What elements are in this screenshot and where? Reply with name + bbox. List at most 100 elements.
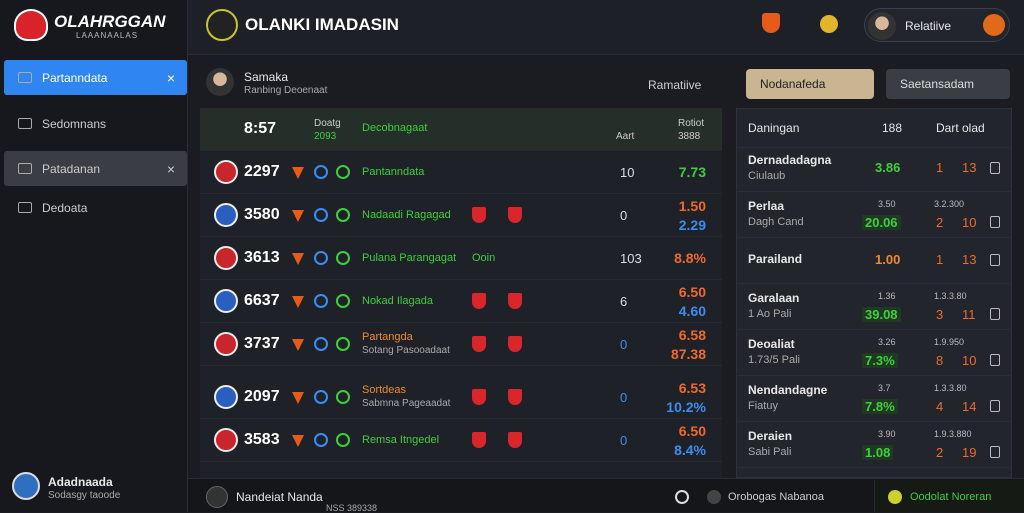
panel-row[interactable]: Deoaliat 1.73/5 Pali 3.26 1.9.950 7.3% 8 10 xyxy=(736,332,1012,376)
shield-icon xyxy=(472,293,486,309)
user-name: Adadnaada xyxy=(48,475,113,489)
odds: 6.50 xyxy=(678,423,706,439)
table-row[interactable]: 3583 Remsa Itngedel 0 6.50 8.4% xyxy=(200,419,722,462)
panel-a: 2 xyxy=(936,445,944,460)
panel-a: 4 xyxy=(936,399,944,414)
footer-avatar xyxy=(206,486,228,508)
panel-row[interactable]: Parailand 1.00 1 13 xyxy=(736,240,1012,284)
flag-icon xyxy=(292,253,304,265)
nav-icon xyxy=(18,72,32,83)
panel-row[interactable]: Garalaan 1 Ao Pali 1.36 1.3.3.80 39.08 3 11 xyxy=(736,286,1012,330)
team-sub: Sotang Pasooadaat xyxy=(362,345,450,356)
team-logo xyxy=(214,332,238,356)
profile-icon xyxy=(983,14,1005,36)
nav-label: Dedoata xyxy=(42,200,88,215)
table-row[interactable]: 6637 Nokad Ilagada 6 6.50 4.60 xyxy=(200,280,722,323)
profile-avatar xyxy=(868,12,896,40)
table-row[interactable]: 3580 Nadaadi Ragagad 0 1.50 2.29 xyxy=(200,194,722,237)
panel-row[interactable]: Nendandagne Fiatuy 3.7 1.3.3.80 7.8% 4 14 xyxy=(736,378,1012,422)
row-number: 0 xyxy=(620,208,628,223)
sub-label: Ramatiive xyxy=(648,78,702,92)
panel-bg xyxy=(736,108,1012,478)
table-row[interactable]: 3613 Pulana Parangagat Ooin 103 8.8% xyxy=(200,237,722,280)
table-row[interactable]: 2097 Sortdeas Sabmna Pageaadat 0 6.53 10.2% xyxy=(200,376,722,419)
odds: 6.50 xyxy=(678,284,706,300)
nav-item[interactable]: Sedomnans xyxy=(4,106,187,141)
dropdown[interactable]: Nodanafeda xyxy=(746,69,874,99)
dropdown-label: Saetansadam xyxy=(900,77,975,91)
team-name: Sortdeas xyxy=(362,384,407,396)
panel-main: 1.08 xyxy=(862,445,894,460)
footer-code: NSS 389338 xyxy=(326,503,378,513)
status-icon xyxy=(336,390,350,404)
nav-item[interactable]: Partanndata × xyxy=(4,60,187,95)
top-bar: OLANKI IMADASIN Relatiive xyxy=(188,0,1024,55)
close-icon[interactable]: × xyxy=(166,160,175,177)
header-odds-sub: 3888 xyxy=(678,131,701,142)
row-number: 10 xyxy=(620,165,635,180)
lock-icon[interactable] xyxy=(990,162,1000,174)
profile[interactable]: Relatiive xyxy=(864,8,1010,42)
score: 3580 xyxy=(244,206,280,223)
panel-num: 188 xyxy=(882,121,903,135)
profile-label: Relatiive xyxy=(905,19,952,33)
flag-icon xyxy=(292,296,304,308)
panel-small: 3.7 xyxy=(878,383,891,393)
team-logo xyxy=(214,246,238,270)
nav-item[interactable]: Patadanan × xyxy=(4,151,187,186)
panel-row[interactable]: Dernadadagna Ciulaub 3.86 1 13 xyxy=(736,148,1012,192)
sub-avatar xyxy=(206,68,234,96)
flag-icon xyxy=(292,210,304,222)
status-icon xyxy=(314,433,328,447)
close-icon[interactable]: × xyxy=(166,69,175,86)
lock-icon[interactable] xyxy=(990,446,1000,458)
logo: OLAHRGGAN xyxy=(54,12,166,31)
footer-mid: Orobogas Nabanoa xyxy=(728,491,825,503)
shield-icon xyxy=(472,389,486,405)
lock-icon[interactable] xyxy=(990,254,1000,266)
team-logo xyxy=(214,203,238,227)
team-name: Pantanndata xyxy=(362,166,425,178)
header-col: Doatg xyxy=(314,118,341,129)
shield-icon xyxy=(472,432,486,448)
nav-icon xyxy=(18,202,32,213)
nav-icon xyxy=(18,118,32,129)
footer-dot xyxy=(888,490,902,504)
score: 2097 xyxy=(244,388,280,405)
panel-b: 19 xyxy=(962,445,977,460)
panel-main: 7.8% xyxy=(862,399,898,414)
table-row[interactable]: 3737 Partangda Sotang Pasooadaat 0 6.58 87.38 xyxy=(200,323,722,366)
status-icon xyxy=(336,251,350,265)
panel-name: Nendandagne xyxy=(748,383,828,397)
lock-icon[interactable] xyxy=(990,354,1000,366)
status-icon xyxy=(314,294,328,308)
nav-label: Sedomnans xyxy=(42,116,107,131)
flag-icon xyxy=(292,435,304,447)
panel-small: 1.9.3.880 xyxy=(934,429,972,439)
status-icon xyxy=(314,390,328,404)
dropdown[interactable]: Saetansadam xyxy=(886,69,1010,99)
panel-row[interactable]: Deraien Sabi Pali 3.90 1.9.3.880 1.08 2 19 xyxy=(736,424,1012,468)
lock-icon[interactable] xyxy=(990,216,1000,228)
badge-icon[interactable] xyxy=(762,13,780,33)
footer-icon[interactable] xyxy=(675,490,689,504)
odds: 4.60 xyxy=(678,303,706,319)
footer-icon[interactable] xyxy=(707,490,721,504)
team-logo xyxy=(214,289,238,313)
nav-item[interactable]: Dedoata xyxy=(4,190,187,225)
table-row[interactable]: 2297 Pantanndata 10 7.73 xyxy=(200,151,722,194)
dropdown-label: Nodanafeda xyxy=(760,77,826,91)
logo-icon xyxy=(14,9,48,41)
coin-icon[interactable] xyxy=(820,15,838,33)
lock-icon[interactable] xyxy=(990,308,1000,320)
panel-a: 3 xyxy=(936,307,944,322)
panel-row[interactable]: Perlaa Dagh Cand 3.50 3.2.300 20.06 2 10 xyxy=(736,194,1012,238)
footer-right: Oodolat Noreran xyxy=(910,491,992,503)
panel-name: Garalaan xyxy=(748,291,800,305)
team-sub: Sabmna Pageaadat xyxy=(362,398,451,409)
panel-label: Dart olad xyxy=(936,121,985,135)
panel-name: Parailand xyxy=(748,252,803,266)
lock-icon[interactable] xyxy=(990,400,1000,412)
flag-icon xyxy=(292,339,304,351)
team-logo xyxy=(214,428,238,452)
